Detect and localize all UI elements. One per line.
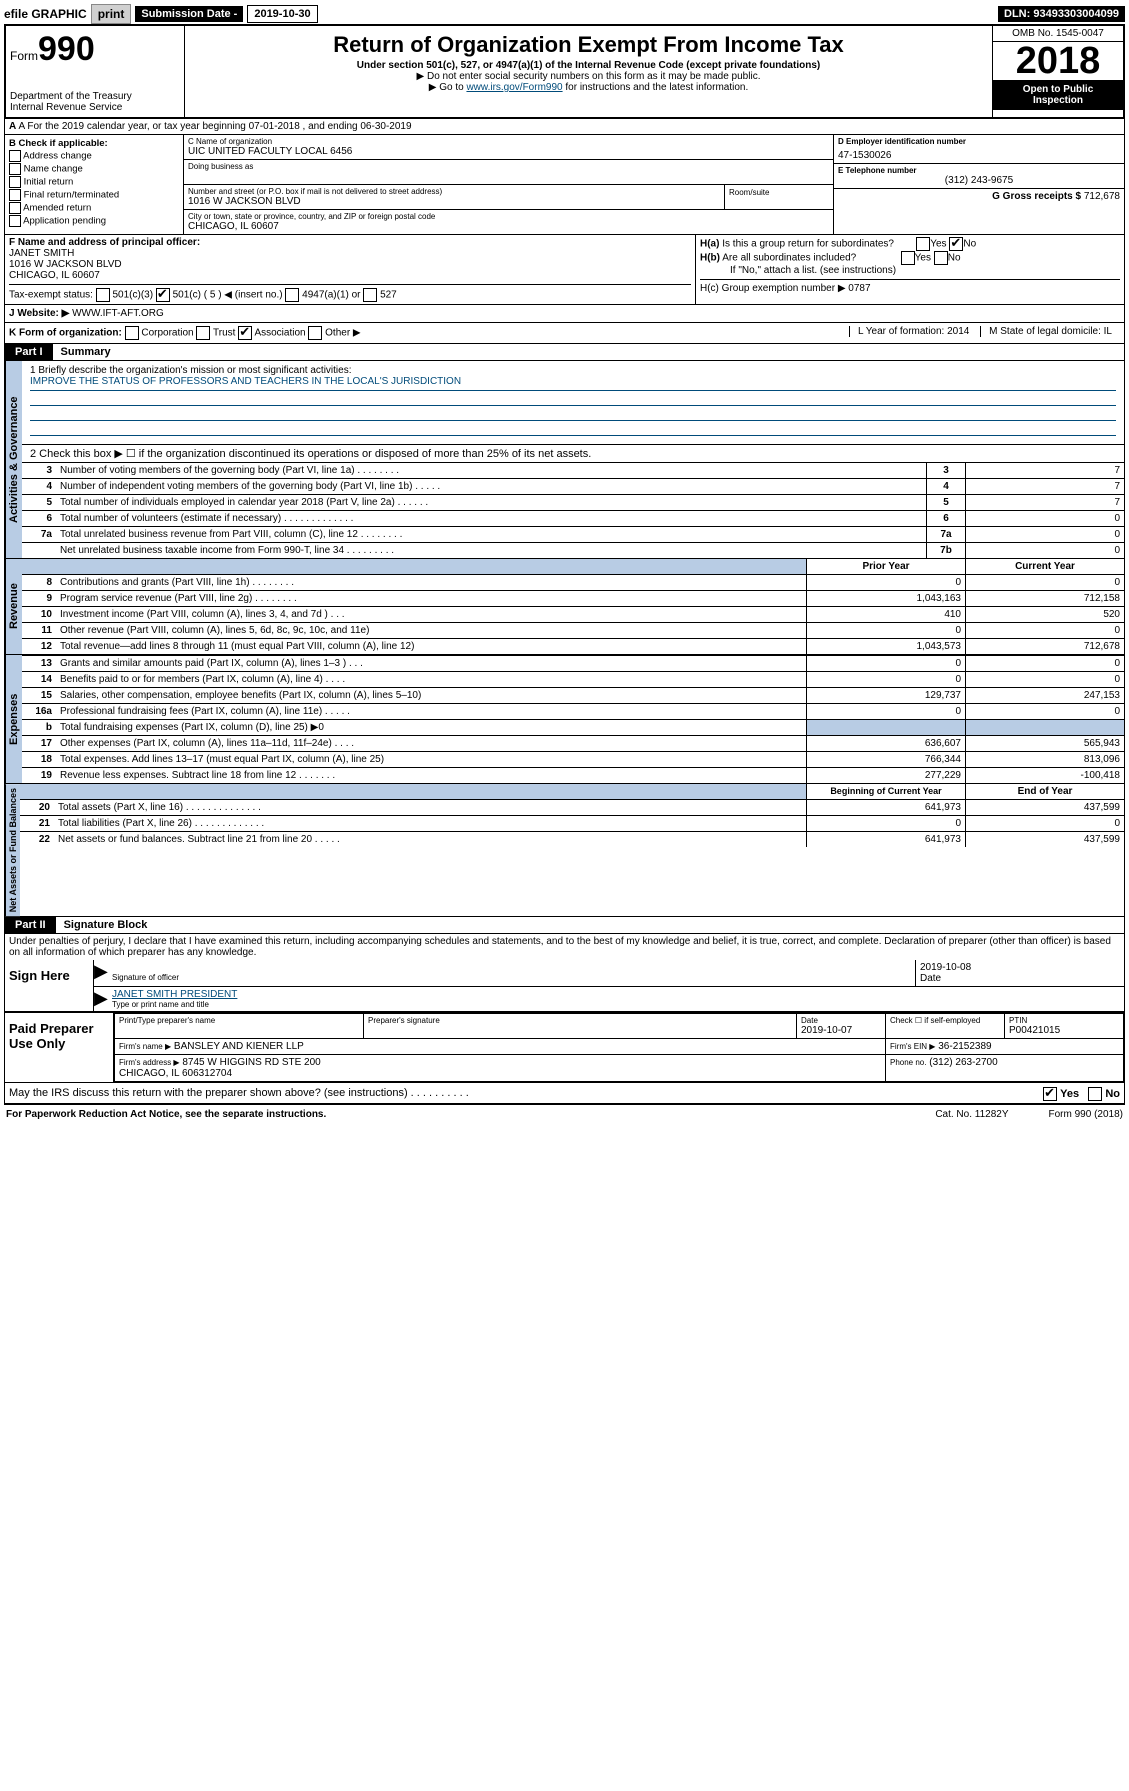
print-button[interactable]: print — [91, 4, 132, 24]
group-exemption: H(c) Group exemption number ▶ 0787 — [700, 279, 1120, 294]
paid-preparer-label: Paid Preparer Use Only — [5, 1013, 114, 1082]
perjury-statement: Under penalties of perjury, I declare th… — [5, 934, 1124, 960]
row-a-tax-year: A A For the 2019 calendar year, or tax y… — [4, 119, 1125, 135]
section-bcd: B Check if applicable: Address change Na… — [4, 135, 1125, 235]
gross-receipts: 712,678 — [1084, 191, 1120, 202]
discuss-row: May the IRS discuss this return with the… — [5, 1082, 1124, 1103]
part-1: Part I Summary Activities & Governance 1… — [4, 344, 1125, 917]
part1-header: Part I — [5, 344, 53, 360]
form-header: Form990 Department of the Treasury Inter… — [4, 26, 1125, 119]
phone-value: (312) 243-9675 — [838, 175, 1120, 186]
sign-here-label: Sign Here — [5, 960, 94, 1011]
page-footer: For Paperwork Reduction Act Notice, see … — [4, 1104, 1125, 1124]
note-link: ▶ Go to www.irs.gov/Form990 for instruct… — [189, 82, 988, 93]
vtab-governance: Activities & Governance — [5, 361, 22, 558]
row-f-h: F Name and address of principal officer:… — [4, 235, 1125, 305]
vtab-expenses: Expenses — [5, 655, 22, 783]
table-rev-header: Prior Year Current Year — [22, 559, 1124, 574]
col-b-checkboxes: B Check if applicable: Address change Na… — [5, 135, 184, 234]
tax-year: 2018 — [993, 42, 1123, 80]
website-url: WWW.IFT-AFT.ORG — [72, 308, 164, 319]
note-ssn: ▶ Do not enter social security numbers o… — [189, 71, 988, 82]
dept-label: Department of the Treasury Internal Reve… — [10, 91, 180, 113]
form-subtitle: Under section 501(c), 527, or 4947(a)(1)… — [189, 60, 988, 71]
open-to-public: Open to Public Inspection — [993, 80, 1123, 110]
ein-value: 47-1530026 — [838, 150, 1120, 161]
vtab-net: Net Assets or Fund Balances — [5, 784, 20, 916]
year-formation: L Year of formation: 2014 — [849, 326, 977, 337]
table-revenue: 8Contributions and grants (Part VIII, li… — [22, 574, 1124, 654]
row-klm: K Form of organization: Corporation Trus… — [4, 323, 1125, 344]
org-address: 1016 W JACKSON BLVD — [188, 196, 720, 207]
form-number: Form990 — [10, 30, 180, 69]
vtab-revenue: Revenue — [5, 559, 22, 654]
form-title: Return of Organization Exempt From Incom… — [189, 32, 988, 58]
col-defg: D Employer identification number 47-1530… — [833, 135, 1124, 234]
part1-title: Summary — [53, 344, 119, 360]
table-expenses: 13Grants and similar amounts paid (Part … — [22, 655, 1124, 783]
table-net-header: Beginning of Current Year End of Year — [20, 784, 1124, 799]
mission-text: IMPROVE THE STATUS OF PROFESSORS AND TEA… — [30, 376, 1116, 391]
preparer-table: Print/Type preparer's name Preparer's si… — [114, 1013, 1124, 1082]
part2-header: Part II — [5, 917, 56, 933]
state-domicile: M State of legal domicile: IL — [980, 326, 1120, 337]
officer-name: JANET SMITH PRESIDENT — [112, 989, 1120, 1000]
firm-name: BANSLEY AND KIENER LLP — [174, 1041, 304, 1052]
org-city: CHICAGO, IL 60607 — [188, 221, 829, 232]
table-net: 20Total assets (Part X, line 16) . . . .… — [20, 799, 1124, 847]
row-website: J Website: ▶ WWW.IFT-AFT.ORG — [4, 305, 1125, 323]
efile-label: efile GRAPHIC — [4, 7, 87, 21]
table-governance: 3Number of voting members of the governi… — [22, 462, 1124, 558]
col-c-org: C Name of organization UIC UNITED FACULT… — [184, 135, 833, 234]
submission-date: 2019-10-30 — [247, 5, 317, 23]
part-2: Part II Signature Block Under penalties … — [4, 917, 1125, 1104]
org-name: UIC UNITED FACULTY LOCAL 6456 — [188, 146, 829, 157]
top-toolbar: efile GRAPHIC print Submission Date - 20… — [4, 4, 1125, 26]
irs-link[interactable]: www.irs.gov/Form990 — [466, 82, 562, 93]
submission-label: Submission Date - — [135, 6, 243, 22]
dln-label: DLN: 93493303004099 — [998, 6, 1125, 22]
principal-officer: JANET SMITH 1016 W JACKSON BLVD CHICAGO,… — [9, 248, 691, 281]
part2-title: Signature Block — [56, 917, 156, 933]
